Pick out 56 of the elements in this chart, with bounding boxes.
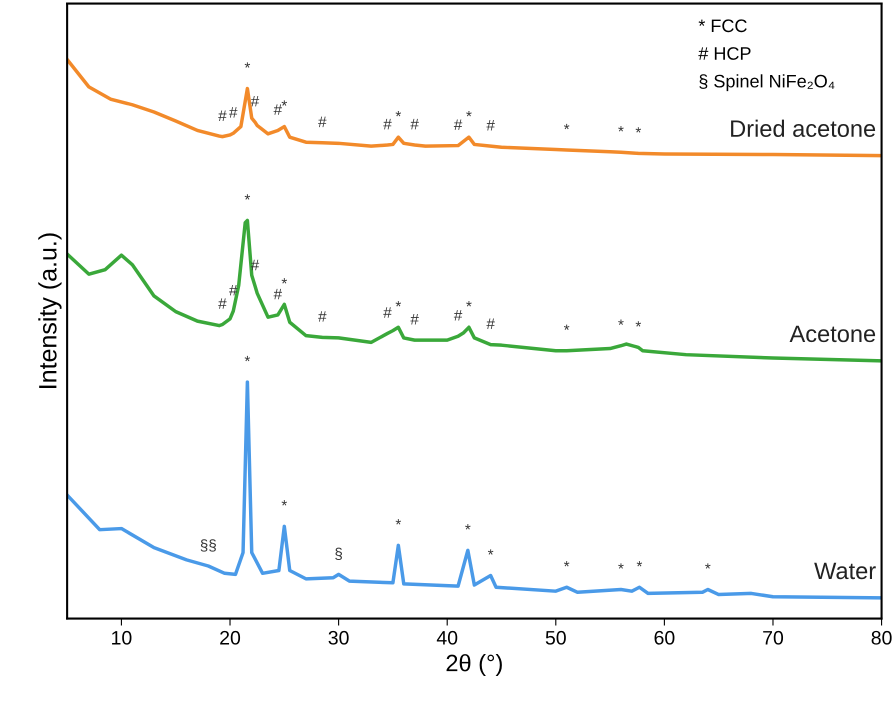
annotation: #: [383, 307, 392, 318]
annotation: #: [274, 288, 282, 300]
annotation: #: [229, 107, 238, 118]
annotation: *: [396, 301, 402, 306]
annotation: *: [282, 278, 288, 284]
annotation: #: [410, 314, 419, 324]
annotation: *: [705, 563, 711, 569]
annotation: #: [274, 104, 282, 115]
annotation: *: [396, 111, 402, 116]
x-tick-label: 40: [436, 630, 458, 645]
annotation: §§: [200, 539, 216, 552]
annotation: *: [636, 321, 642, 327]
series-label: Water: [814, 562, 876, 580]
annotation: #: [410, 118, 419, 130]
annotation: *: [564, 561, 570, 566]
series-label: Dried acetone: [731, 120, 876, 137]
annotation: *: [282, 500, 288, 506]
x-tick-label: 20: [220, 630, 240, 645]
x-tick-label: 60: [654, 630, 674, 645]
y-axis-title: Intensity (a.u.): [38, 233, 62, 388]
annotation: #: [318, 311, 326, 322]
x-tick-label: 70: [763, 630, 784, 645]
annotation: § Spinel NiFe₂O₄: [699, 74, 834, 92]
annotation: *: [618, 320, 624, 325]
annotation: *: [244, 356, 250, 362]
annotation: *: [466, 111, 472, 116]
x-tick-label: 10: [112, 630, 132, 645]
text: * FCC: [698, 19, 747, 32]
annotation: *: [396, 519, 402, 525]
x-tick-label: 50: [546, 630, 566, 645]
annotation: *: [636, 127, 642, 133]
annotation: *: [488, 549, 494, 555]
annotation: *: [244, 194, 250, 200]
annotation: #: [218, 298, 227, 309]
annotation: #: [383, 118, 392, 130]
annotation: *: [564, 324, 570, 330]
annotation: *: [465, 524, 471, 530]
annotation: #: [454, 310, 462, 321]
annotation: *: [618, 563, 624, 569]
annotation: §: [335, 548, 342, 560]
x-tick-label: 30: [328, 630, 349, 645]
annotation: #: [318, 116, 326, 128]
annotation: #: [486, 120, 495, 130]
x-axis-title: 2θ (°): [446, 654, 502, 676]
annotation: *: [618, 126, 624, 132]
annotation: *: [244, 62, 250, 68]
series-label: Acetone: [790, 326, 876, 342]
annotation: *: [564, 124, 570, 130]
annotation: *: [636, 561, 642, 566]
annotation: # HCP: [698, 47, 751, 60]
annotation: #: [218, 110, 227, 121]
annotation: *: [282, 100, 288, 106]
annotation: *: [466, 301, 472, 306]
annotation: #: [486, 318, 495, 329]
x-tick-label: 80: [872, 630, 892, 645]
annotation: #: [454, 119, 462, 130]
